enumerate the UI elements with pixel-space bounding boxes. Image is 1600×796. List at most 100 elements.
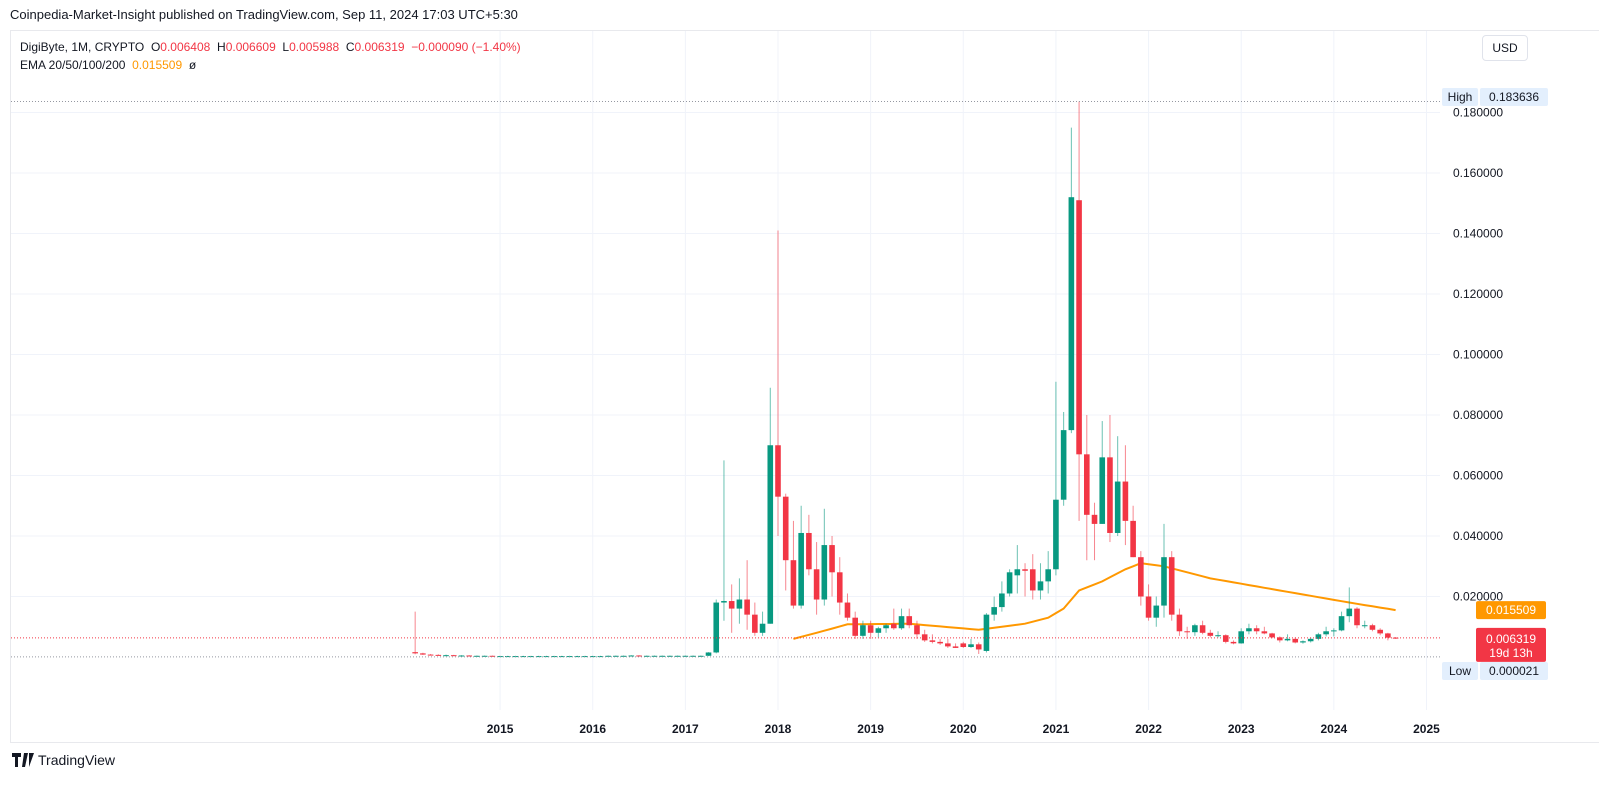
candle xyxy=(1176,608,1183,636)
tradingview-logo-icon xyxy=(12,753,34,767)
candle-body xyxy=(960,643,967,648)
candle-body xyxy=(806,532,812,570)
high-value-bg xyxy=(1480,88,1548,106)
candle-body xyxy=(790,560,797,606)
candle xyxy=(960,641,967,648)
candle-body xyxy=(466,655,472,657)
candle xyxy=(767,387,774,624)
candle xyxy=(1130,505,1136,558)
candle xyxy=(636,655,642,657)
candle-body xyxy=(597,656,604,658)
candle xyxy=(852,611,858,639)
candle xyxy=(937,638,943,645)
candle-body xyxy=(1060,430,1067,500)
y-tick-label: 0.120000 xyxy=(1453,287,1503,301)
candle-body xyxy=(1153,605,1160,618)
x-tick-label: 2024 xyxy=(1320,722,1347,736)
candle xyxy=(1053,381,1059,576)
candle-body xyxy=(767,445,774,624)
last-price-bg xyxy=(1476,627,1546,662)
candle-body xyxy=(852,617,858,636)
candle xyxy=(481,655,488,657)
candle-body xyxy=(543,656,550,658)
high-value: 0.006609 xyxy=(225,40,276,54)
candle-body xyxy=(535,656,542,658)
candle xyxy=(744,560,750,630)
candle xyxy=(420,652,426,655)
candle-body xyxy=(991,607,997,615)
candle-body xyxy=(937,641,943,644)
x-tick-label: 2025 xyxy=(1413,722,1440,736)
candle xyxy=(443,654,449,657)
candle xyxy=(1099,421,1106,524)
chart-frame[interactable] xyxy=(10,30,1599,743)
candle-body xyxy=(1014,569,1021,576)
candle-body xyxy=(443,655,449,657)
candle xyxy=(775,230,781,536)
candle xyxy=(1284,634,1291,642)
high-label: H xyxy=(217,40,226,54)
candle-body xyxy=(906,616,913,626)
currency-button[interactable]: USD xyxy=(1482,35,1528,61)
candle-body xyxy=(1037,581,1044,591)
candle-body xyxy=(952,646,959,648)
candle xyxy=(1199,620,1206,635)
candle xyxy=(721,460,727,621)
candle xyxy=(1114,436,1121,536)
low-value-bg xyxy=(1480,662,1548,680)
candle-body xyxy=(883,625,889,629)
candle xyxy=(1107,415,1113,543)
candle-body xyxy=(1377,629,1383,634)
candle xyxy=(713,599,720,654)
candle-body xyxy=(1338,616,1345,631)
candle-body xyxy=(983,614,990,651)
candle xyxy=(1138,551,1144,606)
low-value: 0.005988 xyxy=(289,40,340,54)
candle xyxy=(543,655,550,658)
candle xyxy=(1153,596,1160,627)
candle xyxy=(914,620,920,639)
candle-body xyxy=(875,628,882,633)
candle xyxy=(1014,545,1021,594)
candle xyxy=(1230,640,1237,645)
candle-body xyxy=(1269,633,1275,638)
candle-body xyxy=(775,445,781,497)
candle-body xyxy=(1006,572,1013,594)
candle-body xyxy=(844,602,851,618)
low-label: L xyxy=(282,40,290,54)
candle xyxy=(651,655,658,657)
candle xyxy=(1006,569,1013,597)
candle-body xyxy=(628,655,635,657)
high-label: High xyxy=(1448,90,1473,104)
candle-body xyxy=(1068,197,1075,431)
candle-body xyxy=(813,569,820,600)
publisher-line: Coinpedia-Market-Insight published on Tr… xyxy=(10,7,518,22)
candle xyxy=(1323,626,1329,637)
candle-body xyxy=(975,644,982,650)
x-tick-label: 2022 xyxy=(1135,722,1162,736)
candle xyxy=(597,655,604,658)
candle xyxy=(1022,563,1028,597)
y-tick-label: 0.020000 xyxy=(1453,590,1503,604)
candle-body xyxy=(867,625,874,633)
x-tick-label: 2020 xyxy=(950,722,977,736)
candle xyxy=(574,655,581,658)
symbol-info[interactable]: DigiByte, 1M, CRYPTO xyxy=(20,40,145,54)
candle-body xyxy=(427,654,434,656)
x-tick-label: 2023 xyxy=(1228,722,1255,736)
candle-body xyxy=(1369,625,1376,630)
candle xyxy=(613,655,619,657)
candle-body xyxy=(744,599,750,615)
candle-body xyxy=(891,623,897,629)
candle xyxy=(466,655,472,657)
candle xyxy=(667,655,673,657)
candle-body xyxy=(1161,557,1167,606)
candle-body xyxy=(1138,557,1144,597)
candle xyxy=(705,652,712,657)
candle xyxy=(458,655,465,657)
candle xyxy=(806,514,812,576)
tradingview-logo[interactable]: TradingView xyxy=(12,752,115,768)
ema-indicator-label[interactable]: EMA 20/50/100/200 xyxy=(20,58,126,72)
candle-body xyxy=(613,655,619,657)
